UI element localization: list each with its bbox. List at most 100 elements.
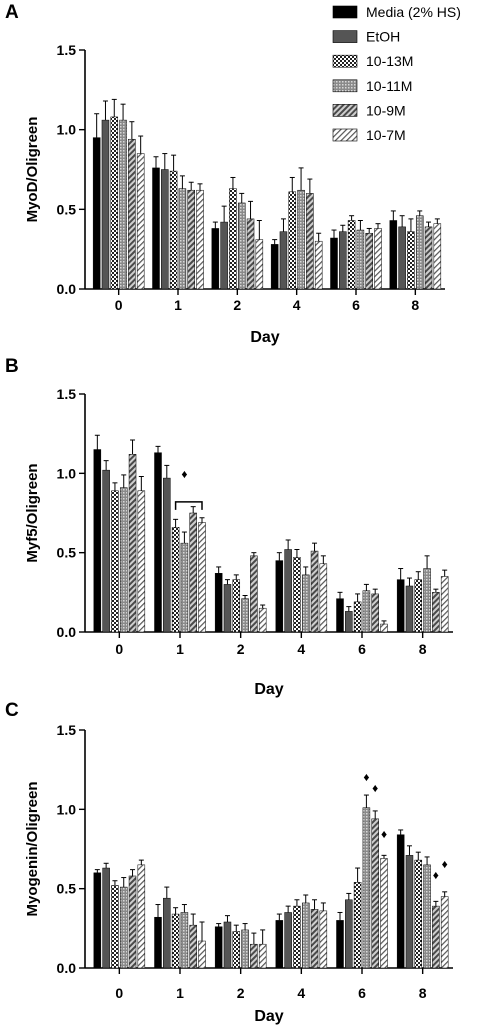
- significance-marker: ♦: [433, 868, 439, 882]
- bar: [136, 153, 145, 290]
- bar: [345, 899, 353, 969]
- bar: [423, 568, 431, 633]
- y-tick-label: 1.0: [57, 122, 77, 138]
- bar: [398, 226, 406, 290]
- legend-label: Media (2% HS): [366, 4, 461, 20]
- bar: [380, 858, 388, 969]
- bar: [365, 232, 373, 290]
- x-tick-label: 6: [358, 985, 366, 1001]
- bar: [432, 905, 440, 969]
- y-tick-label: 1.0: [57, 801, 77, 817]
- legend-swatch: [332, 5, 358, 19]
- panel-label: A: [5, 2, 19, 23]
- bar: [362, 807, 371, 969]
- legend-swatch: [332, 79, 358, 93]
- x-tick-label: 1: [176, 641, 184, 657]
- bar: [178, 188, 187, 290]
- bar: [255, 239, 264, 290]
- x-tick-label: 1: [174, 297, 182, 313]
- bar: [250, 555, 258, 633]
- bar: [189, 512, 197, 633]
- bar: [220, 221, 228, 290]
- bar: [171, 527, 180, 633]
- bar: [196, 189, 204, 290]
- bar: [198, 940, 206, 969]
- bar: [347, 220, 356, 290]
- bar: [223, 584, 232, 633]
- legend: Media (2% HS) EtOH 10-13M 10-11M 10-9M 10-7M: [332, 4, 461, 143]
- bar: [93, 872, 102, 969]
- significance-marker: ♦: [381, 827, 387, 841]
- bar: [246, 218, 255, 290]
- bar: [414, 579, 423, 633]
- chart-panel-b: B 0.0 0.5 1.0 1.5 Myf5/Oligreen 0 1 2 4 6 8 ♦ Day: [5, 356, 453, 698]
- y-tick-label: 0.0: [57, 960, 77, 976]
- bar: [371, 593, 379, 633]
- legend-swatch: [332, 30, 358, 43]
- bar: [154, 916, 162, 969]
- bar: [169, 170, 178, 290]
- y-tick-label: 1.5: [57, 386, 77, 402]
- bar: [319, 563, 328, 633]
- x-tick-label: 8: [411, 297, 419, 313]
- bar: [301, 574, 310, 633]
- x-axis-label: Day: [254, 1008, 283, 1025]
- bar: [424, 226, 433, 290]
- bar: [180, 912, 189, 969]
- bar: [189, 924, 197, 969]
- bar: [93, 449, 102, 633]
- bar: [211, 228, 220, 290]
- y-axis-label: MyoD/Oligreen: [24, 117, 41, 223]
- bar: [339, 231, 347, 290]
- x-tick-label: 8: [419, 985, 427, 1001]
- bar: [161, 169, 169, 290]
- bar: [284, 549, 292, 633]
- x-tick-label: 8: [419, 641, 427, 657]
- y-tick-label: 1.0: [57, 465, 77, 481]
- bar: [137, 490, 146, 633]
- bar: [301, 902, 310, 969]
- bar: [152, 167, 160, 290]
- x-tick-label: 6: [352, 297, 360, 313]
- bar: [187, 189, 195, 290]
- bar: [111, 490, 119, 633]
- bar: [258, 607, 267, 633]
- bar: [241, 598, 249, 633]
- bar: [336, 920, 344, 969]
- bar: [128, 454, 137, 633]
- bar: [232, 931, 241, 969]
- bar: [310, 909, 319, 969]
- bar: [180, 542, 189, 633]
- bar: [137, 864, 146, 969]
- bar: [297, 189, 305, 290]
- bar: [250, 943, 258, 969]
- y-axis-label: Myogenin/Oligreen: [24, 781, 41, 916]
- x-tick-label: 4: [293, 297, 301, 313]
- x-tick-label: 0: [115, 985, 123, 1001]
- x-tick-label: 0: [115, 641, 123, 657]
- bar: [336, 598, 344, 633]
- bar: [293, 905, 301, 969]
- legend-label: EtOH: [366, 29, 400, 45]
- bar: [432, 592, 440, 633]
- significance-marker: ♦: [372, 781, 378, 795]
- y-tick-label: 0.5: [57, 545, 77, 561]
- bar: [229, 188, 237, 290]
- x-tick-label: 6: [358, 641, 366, 657]
- panel-label: B: [5, 356, 19, 377]
- bar: [374, 228, 382, 290]
- bar: [119, 487, 128, 633]
- legend-label: 10-9M: [366, 102, 406, 118]
- bar: [288, 191, 297, 290]
- bar: [330, 237, 338, 290]
- chart-panel-a: A 0.0 0.5 1.0 1.5 MyoD/Oligreen 0 1 2 4 6 8 Day: [5, 2, 445, 346]
- x-tick-label: 1: [176, 985, 184, 1001]
- bar: [356, 229, 365, 290]
- bar: [258, 943, 267, 969]
- y-tick-label: 0.5: [57, 201, 77, 217]
- significance-marker: ♦: [442, 857, 448, 871]
- bar: [414, 859, 423, 969]
- x-tick-label: 2: [233, 297, 241, 313]
- y-tick-label: 0.5: [57, 881, 77, 897]
